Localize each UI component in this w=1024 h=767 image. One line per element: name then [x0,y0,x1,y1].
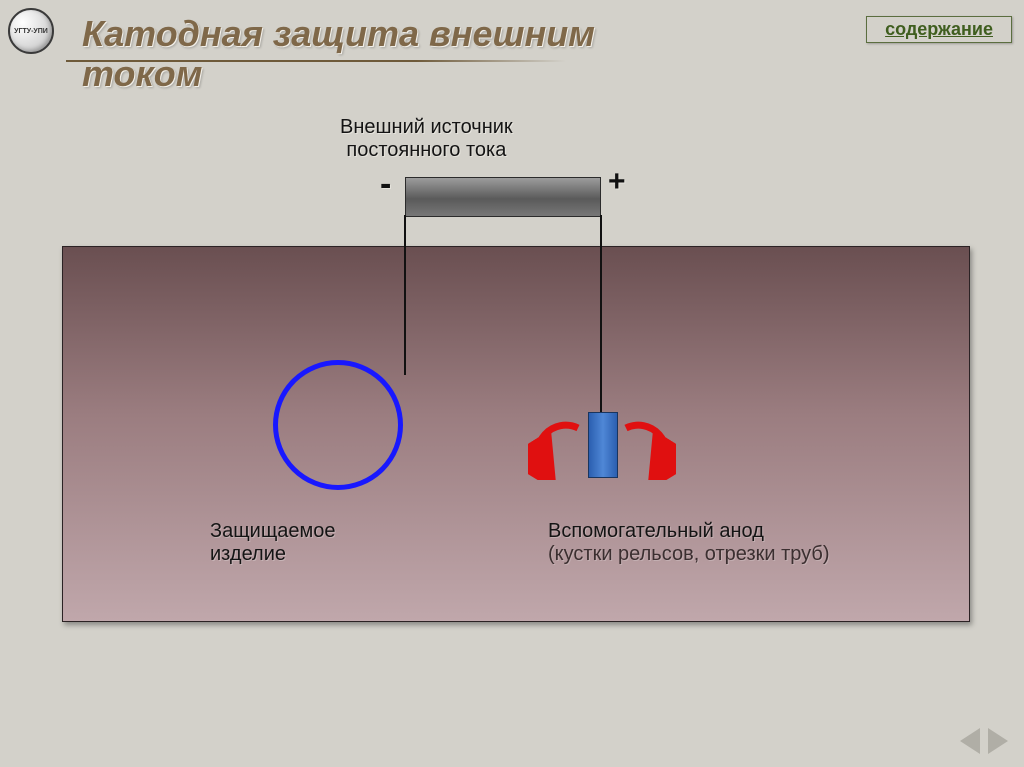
wire-to-anode [600,215,602,415]
anode-line1: Вспомогательный анод [548,520,764,542]
subtitle-line2: постоянного тока [346,139,506,161]
minus-terminal: - [380,165,391,204]
university-logo: УГТУ-УПИ [8,8,54,54]
protected-line1: Защищаемое [210,520,336,542]
anode-line2: (кустки рельсов, отрезки труб) [548,543,830,565]
nav-controls [958,728,1010,759]
power-source-label: Внешний источник постоянного тока [340,116,513,162]
title-line2: током [82,53,202,94]
protected-pipe-icon [273,360,403,490]
prev-slide-button[interactable] [960,728,980,754]
contents-link[interactable]: содержание [866,16,1012,43]
subtitle-line1: Внешний источник [340,116,513,138]
power-source-block [405,177,601,217]
title-line1: Катодная защита внешним [82,13,595,54]
plus-terminal: + [608,165,626,199]
protected-line2: изделие [210,543,286,565]
next-slide-button[interactable] [988,728,1008,754]
logo-text: УГТУ-УПИ [14,28,48,35]
protected-product-label: Защищаемое изделие [210,520,336,566]
soil-medium-box [62,246,970,622]
title-underline [66,60,566,62]
slide-title: Катодная защита внешним током [82,14,595,93]
slide: УГТУ-УПИ Катодная защита внешним током с… [0,0,1024,767]
auxiliary-anode-label: Вспомогательный анод (кустки рельсов, от… [548,520,830,566]
auxiliary-anode-icon [588,412,618,478]
wire-to-pipe [404,215,406,375]
